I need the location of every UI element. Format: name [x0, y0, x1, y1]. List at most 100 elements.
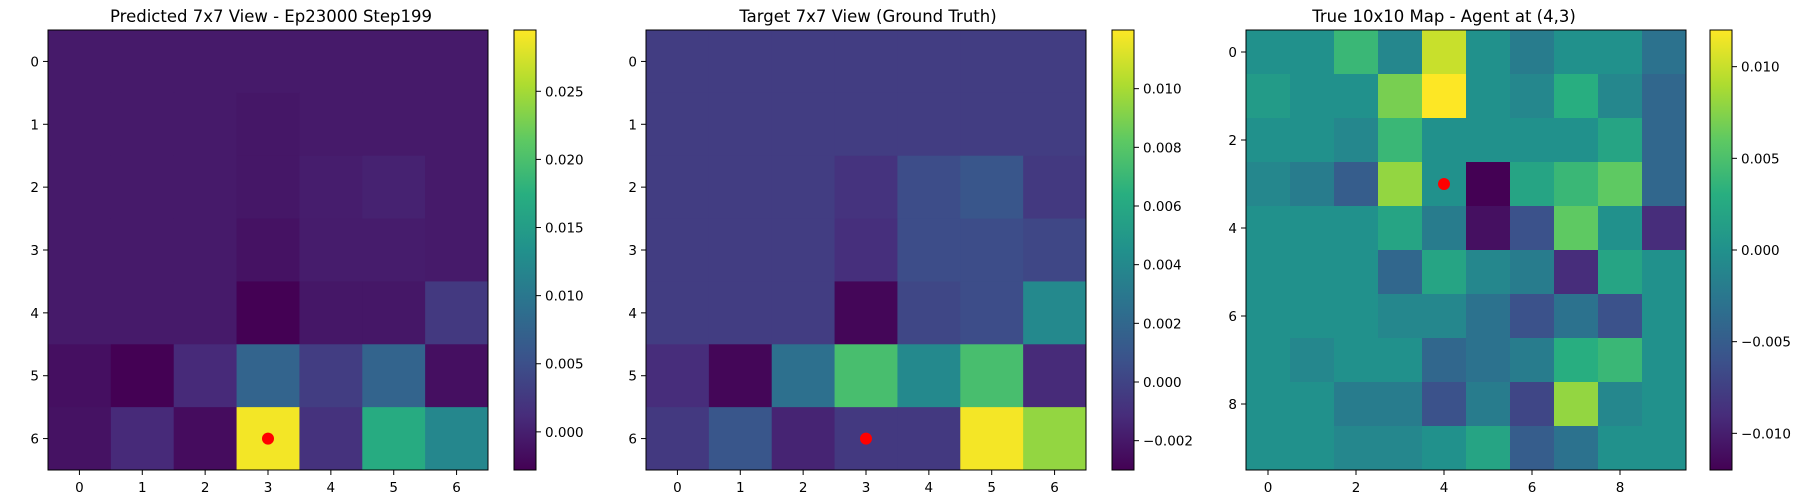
x-tick-label: 1 [736, 480, 745, 496]
heatmap-cell [1598, 74, 1643, 119]
y-tick-label: 2 [628, 180, 637, 196]
heatmap-cell [236, 344, 300, 408]
heatmap-cell [1642, 162, 1687, 207]
heatmap-cell [1466, 74, 1511, 119]
target-view-colorbar: −0.002 0.000 0.002 0.004 0.006 0.008 0.010 [1111, 29, 1193, 471]
x-tick-label: 0 [673, 480, 682, 496]
heatmap-cell [1554, 382, 1599, 427]
heatmap-cell [708, 281, 773, 345]
heatmap-cell [173, 92, 238, 157]
heatmap-cell [1246, 382, 1291, 427]
x-tick-label: 5 [389, 480, 398, 496]
heatmap-cell [1378, 382, 1423, 427]
heatmap-cell [646, 155, 710, 220]
heatmap-cell [1554, 74, 1599, 119]
colorbar-tick-label: −0.002 [1143, 434, 1193, 450]
heatmap-cell [48, 407, 112, 471]
heatmap-cell [1554, 30, 1599, 75]
heatmap-cell [425, 30, 489, 94]
heatmap-cell [1334, 74, 1379, 119]
y-tick-label: 6 [628, 432, 637, 448]
heatmap-cell [48, 92, 112, 157]
heatmap-cell [1023, 344, 1087, 408]
heatmap-cell [1334, 250, 1379, 295]
heatmap-cell [1290, 162, 1335, 207]
heatmap-cell [173, 155, 238, 220]
heatmap-cell [708, 218, 773, 282]
heatmap-cell [1642, 294, 1687, 339]
heatmap-cell [1422, 338, 1467, 383]
agent-marker [1438, 178, 1450, 190]
heatmap-cell [110, 92, 175, 157]
heatmap-cell [1554, 426, 1599, 471]
heatmap-cell [1378, 162, 1423, 207]
target-view-title: Target 7x7 View (Ground Truth) [738, 7, 996, 26]
colorbar-tick-label: 0.025 [545, 84, 584, 100]
heatmap-cell [1023, 155, 1087, 220]
heatmap-cell [1510, 206, 1555, 251]
heatmap-cell [1642, 338, 1687, 383]
y-tick-label: 3 [30, 243, 39, 259]
y-tick-label: 0 [30, 54, 39, 70]
y-tick-label: 5 [628, 369, 637, 385]
heatmap-cell [48, 344, 112, 408]
heatmap-cell [425, 218, 489, 282]
heatmap-cell [1334, 426, 1379, 471]
heatmap-cell [1642, 206, 1687, 251]
heatmap-cell [362, 344, 426, 408]
x-tick-label: 4 [327, 480, 336, 496]
colorbar-tick-label: 0.010 [545, 289, 584, 305]
heatmap-cell [1598, 162, 1643, 207]
heatmap-cell [236, 92, 300, 157]
heatmap-cell [110, 344, 175, 408]
target-view-heatmap: 0 1 2 3 4 5 6 0 1 2 3 4 5 6 [628, 29, 1087, 496]
heatmap-cell [1598, 118, 1643, 163]
heatmap-cell [1510, 250, 1555, 295]
heatmap-cell [362, 281, 426, 345]
x-tick-label: 2 [1352, 480, 1361, 496]
heatmap-cell [362, 30, 426, 94]
colorbar-gradient [1111, 29, 1135, 471]
heatmap-cell [1466, 206, 1511, 251]
heatmap-cell [1246, 250, 1291, 295]
heatmap-cell [1598, 30, 1643, 75]
y-tick-label: 1 [30, 117, 39, 133]
heatmap-cell [1422, 74, 1467, 119]
heatmap-cell [236, 30, 300, 94]
heatmap-cell [897, 281, 961, 345]
heatmap-cell [1290, 338, 1335, 383]
heatmap-cell [708, 344, 773, 408]
heatmap-cell [1334, 162, 1379, 207]
heatmap-cell [425, 407, 489, 471]
heatmap-cell [1422, 206, 1467, 251]
heatmap-cell [362, 407, 426, 471]
heatmap-cell [1554, 118, 1599, 163]
x-tick-label: 0 [1264, 480, 1273, 496]
heatmap-cell [1246, 426, 1291, 471]
heatmap-cell [1642, 118, 1687, 163]
true-map-title: True 10x10 Map - Agent at (4,3) [1311, 7, 1576, 26]
heatmap-cell [299, 92, 363, 157]
heatmap-cell [1246, 294, 1291, 339]
y-tick-label: 0 [1228, 45, 1237, 61]
y-tick-label: 2 [1228, 133, 1237, 149]
heatmap-cell [897, 155, 961, 220]
true-map-heatmap: 0 2 4 6 8 0 2 4 6 8 [1228, 29, 1687, 496]
heatmap-cell [1334, 206, 1379, 251]
heatmap-cell [1290, 206, 1335, 251]
predicted-view-panel: Predicted 7x7 View - Ep23000 Step199 0 1 2… [30, 7, 583, 496]
heatmap-cell [960, 155, 1024, 220]
heatmap-cell [425, 92, 489, 157]
true-map-colorbar: −0.010 −0.005 0.000 0.005 0.010 [1709, 29, 1791, 471]
heatmap-cell [1554, 294, 1599, 339]
heatmap-cell [771, 92, 836, 157]
heatmap-cell [1642, 250, 1687, 295]
x-tick-label: 6 [1528, 480, 1537, 496]
x-tick-label: 2 [201, 480, 210, 496]
heatmap-cell [1510, 426, 1555, 471]
heatmap-cell [1378, 338, 1423, 383]
heatmap-cell [110, 407, 175, 471]
heatmap-cell [48, 281, 112, 345]
colorbar-tick-label: 0.010 [1143, 82, 1182, 98]
